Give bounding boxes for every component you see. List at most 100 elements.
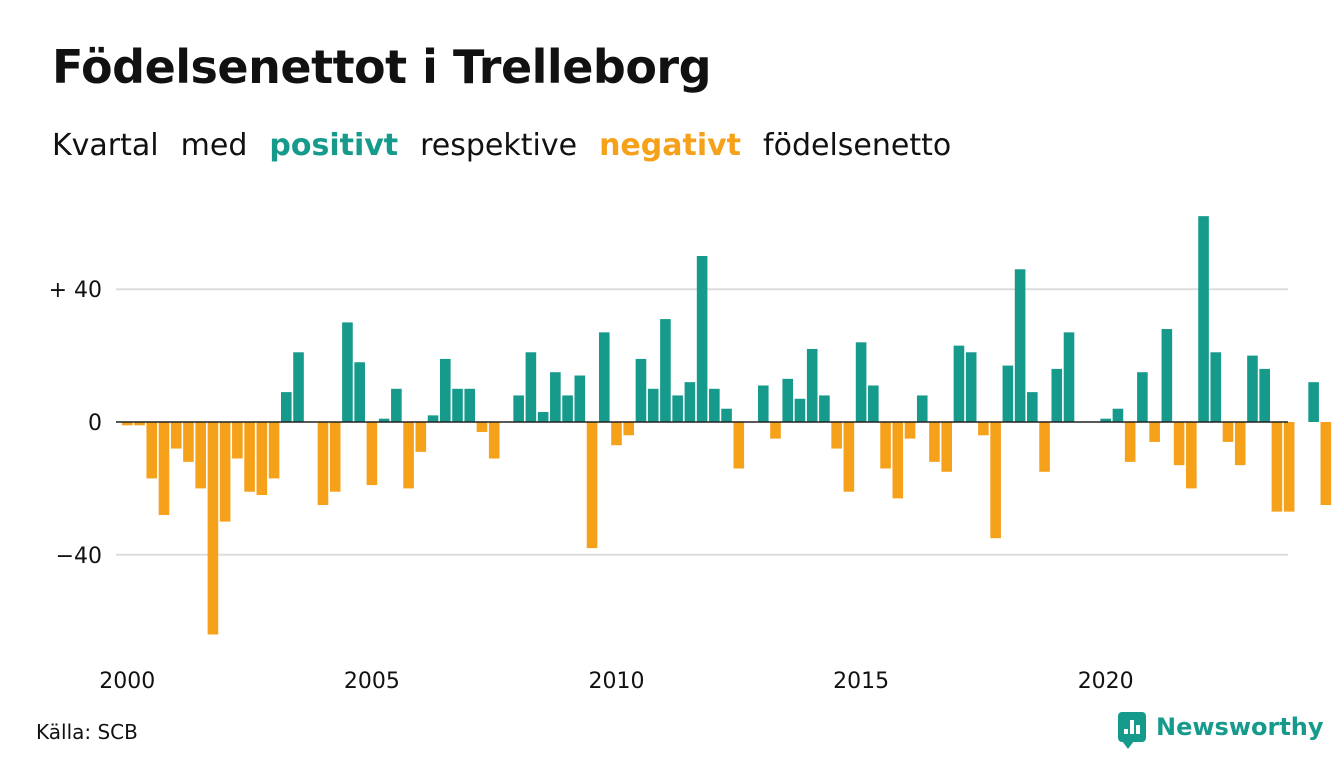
subtitle-word: födelsenetto bbox=[763, 128, 952, 163]
bar-positive bbox=[1137, 372, 1148, 422]
bar-negative bbox=[183, 422, 194, 462]
bar-positive bbox=[721, 408, 732, 422]
bar-positive bbox=[1198, 216, 1209, 422]
bar-positive bbox=[574, 375, 586, 422]
bar-negative bbox=[843, 422, 855, 492]
bar-positive bbox=[965, 352, 977, 422]
bar-negative bbox=[1186, 422, 1197, 489]
bar-negative bbox=[831, 422, 842, 449]
bar-positive bbox=[452, 388, 463, 422]
bar-positive bbox=[757, 385, 769, 422]
bar-negative bbox=[978, 422, 989, 436]
bar-positive bbox=[562, 395, 573, 422]
bar-positive bbox=[1027, 392, 1038, 422]
bar-positive bbox=[916, 395, 928, 422]
x-axis-labels: 2000 2005 2010 2015 2020 bbox=[99, 669, 1133, 694]
x-tick-label: 2015 bbox=[833, 669, 889, 694]
bar-positive bbox=[464, 388, 476, 422]
bar-negative bbox=[941, 422, 953, 472]
subtitle-word: med bbox=[180, 128, 248, 163]
bar-positive bbox=[819, 395, 830, 422]
bar-positive bbox=[1014, 269, 1026, 422]
brand-name: Newsworthy bbox=[1156, 713, 1324, 741]
bar-negative bbox=[170, 422, 182, 449]
subtitle-word: Kvartal bbox=[52, 128, 159, 163]
x-tick-label: 2000 bbox=[99, 669, 155, 694]
bar-negative bbox=[1124, 422, 1136, 462]
bar-negative bbox=[256, 422, 268, 496]
bar-negative bbox=[1320, 422, 1332, 505]
bar-positive bbox=[293, 352, 304, 422]
bar-positive bbox=[868, 385, 879, 422]
bar-negative bbox=[904, 422, 916, 439]
bar-negative bbox=[1149, 422, 1160, 442]
bar-negative bbox=[990, 422, 1001, 539]
bar-negative bbox=[476, 422, 488, 432]
y-tick-label: 0 bbox=[88, 411, 102, 436]
subtitle-positive-label: positivt bbox=[269, 128, 399, 163]
bar-positive bbox=[1210, 352, 1222, 422]
bar-negative bbox=[329, 422, 341, 492]
bar-positive bbox=[635, 358, 647, 422]
bar-positive bbox=[280, 392, 292, 422]
bar-negative bbox=[207, 422, 219, 635]
bar-positive bbox=[342, 322, 353, 422]
bar-positive bbox=[525, 352, 537, 422]
bar-positive bbox=[1002, 365, 1014, 422]
chart-subtitle: Kvartal med positivt respektive negativt föde… bbox=[52, 128, 973, 163]
bar-negative bbox=[1234, 422, 1246, 466]
bar-positive bbox=[953, 345, 965, 422]
x-tick-label: 2020 bbox=[1078, 669, 1134, 694]
bar-negative bbox=[146, 422, 158, 479]
bar-negative bbox=[122, 422, 133, 426]
bar-positive bbox=[709, 388, 720, 422]
bar-chart: + 40 0 −40 2000 2005 2010 2015 2020 bbox=[49, 216, 1332, 694]
chart-bubble-icon bbox=[1118, 712, 1146, 749]
x-tick-label: 2005 bbox=[344, 669, 400, 694]
bar-positive bbox=[1051, 368, 1063, 422]
bars bbox=[122, 216, 1332, 635]
bar-positive bbox=[782, 378, 794, 422]
x-tick-label: 2010 bbox=[589, 669, 645, 694]
bar-negative bbox=[1173, 422, 1185, 466]
chart-title: Födelsenettot i Trelleborg bbox=[52, 40, 712, 94]
y-tick-label: −40 bbox=[56, 544, 102, 569]
bar-positive bbox=[672, 395, 683, 422]
bar-negative bbox=[623, 422, 635, 436]
bar-positive bbox=[806, 348, 818, 422]
bar-positive bbox=[427, 415, 439, 422]
bar-positive bbox=[378, 418, 390, 422]
bar-negative bbox=[733, 422, 745, 469]
bar-negative bbox=[244, 422, 255, 492]
y-tick-label: + 40 bbox=[49, 278, 102, 303]
bar-positive bbox=[855, 342, 867, 422]
bar-negative bbox=[586, 422, 598, 549]
bar-negative bbox=[1222, 422, 1234, 442]
bar-negative bbox=[219, 422, 231, 522]
bar-positive bbox=[513, 395, 524, 422]
bar-positive bbox=[439, 358, 451, 422]
bar-positive bbox=[1308, 382, 1319, 422]
bar-positive bbox=[684, 382, 696, 422]
source-note: Källa: SCB bbox=[36, 720, 138, 744]
bar-negative bbox=[158, 422, 170, 515]
bar-negative bbox=[317, 422, 329, 505]
bar-positive bbox=[550, 372, 561, 422]
bar-negative bbox=[403, 422, 414, 489]
bar-negative bbox=[770, 422, 781, 439]
bar-negative bbox=[488, 422, 500, 459]
newsworthy-logo[interactable]: Newsworthy bbox=[1118, 712, 1324, 749]
bar-positive bbox=[794, 398, 806, 422]
bar-positive bbox=[537, 412, 549, 422]
bar-negative bbox=[366, 422, 378, 486]
bar-negative bbox=[195, 422, 206, 489]
bar-positive bbox=[354, 362, 365, 422]
bar-positive bbox=[1100, 418, 1111, 422]
bar-negative bbox=[1271, 422, 1283, 512]
bar-negative bbox=[232, 422, 243, 459]
bar-negative bbox=[892, 422, 904, 499]
bar-positive bbox=[647, 388, 659, 422]
bar-positive bbox=[598, 332, 610, 422]
bar-negative bbox=[134, 422, 145, 426]
bar-negative bbox=[268, 422, 280, 479]
